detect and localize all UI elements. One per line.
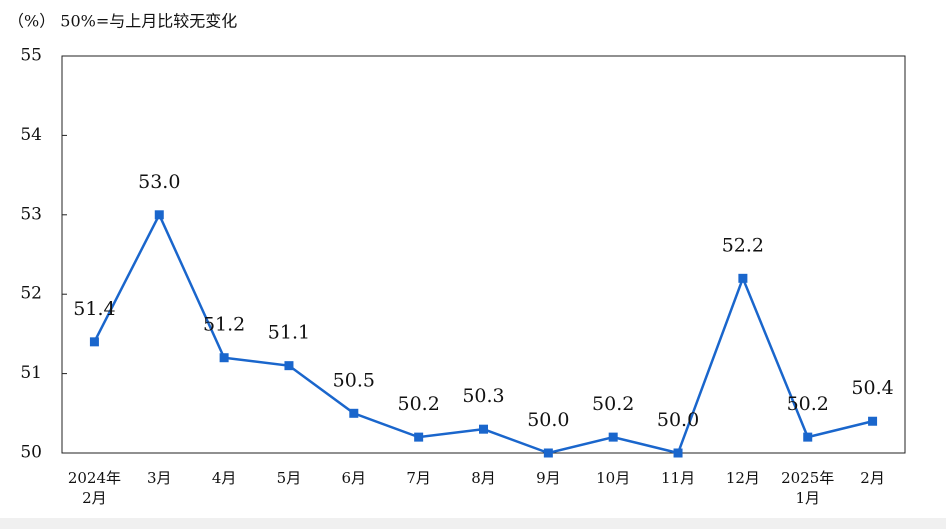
y-tick-label: 54 <box>20 125 42 145</box>
value-label: 50.2 <box>592 393 634 415</box>
value-label: 51.2 <box>203 314 245 336</box>
y-tick-label: 50 <box>20 443 42 463</box>
y-tick-label: 55 <box>20 46 42 66</box>
x-tick-label: 5月 <box>276 469 302 487</box>
x-tick-label: 7月 <box>406 469 431 487</box>
value-label: 50.0 <box>527 409 569 431</box>
marker <box>479 424 488 434</box>
footer-bar <box>0 518 946 529</box>
marker <box>738 273 748 283</box>
x-tick-label: 2024年 2月 <box>67 469 122 507</box>
marker <box>414 432 424 442</box>
value-label: 51.4 <box>73 298 115 320</box>
y-tick-label: 51 <box>20 363 42 383</box>
marker <box>154 210 164 220</box>
value-label: 53.0 <box>138 171 180 193</box>
x-tick-label: 4月 <box>211 469 237 487</box>
marker <box>543 448 553 458</box>
x-tick-label: 8月 <box>471 469 496 487</box>
x-tick-label: 3月 <box>146 469 172 487</box>
marker <box>89 337 99 347</box>
value-label: 50.0 <box>657 409 699 431</box>
value-label: 50.2 <box>787 393 829 415</box>
y-tick-label: 52 <box>20 284 42 304</box>
value-label: 51.1 <box>268 322 310 344</box>
marker <box>868 416 878 426</box>
x-tick-label: 10月 <box>596 469 631 487</box>
value-label: 50.5 <box>333 369 375 391</box>
marker <box>608 432 618 442</box>
x-tick-label: 2025年 1月 <box>781 469 835 507</box>
value-label: 50.3 <box>462 385 504 407</box>
marker <box>349 408 359 418</box>
x-tick-label: 9月 <box>536 469 561 487</box>
x-tick-label: 11月 <box>660 469 696 487</box>
marker <box>219 353 229 363</box>
chart-title: （%） 50%=与上月比较无变化 <box>8 12 237 31</box>
value-label: 50.2 <box>397 393 439 415</box>
x-tick-label: 12月 <box>725 469 760 487</box>
marker <box>284 361 294 371</box>
marker <box>673 448 683 458</box>
marker <box>803 432 813 442</box>
value-label: 52.2 <box>722 234 764 256</box>
x-tick-label: 6月 <box>341 469 367 487</box>
y-tick-label: 53 <box>20 204 42 224</box>
value-label: 50.4 <box>851 377 893 399</box>
x-tick-label: 2月 <box>860 469 885 487</box>
plot-frame <box>61 55 906 454</box>
